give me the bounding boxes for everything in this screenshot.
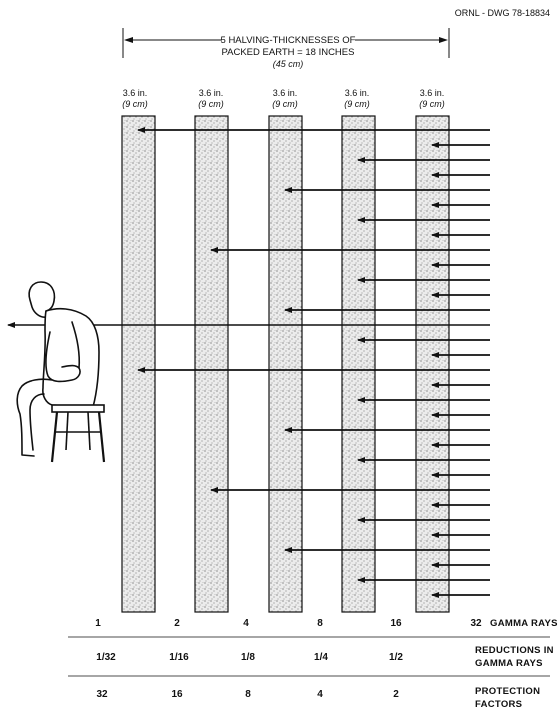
earth-layers bbox=[121, 115, 450, 613]
gamma-count-1: 1 bbox=[95, 618, 101, 629]
stool bbox=[50, 404, 106, 463]
header-line2: PACKED EARTH = 18 INCHES bbox=[222, 47, 355, 58]
layer-1-thickness-in: 3.6 in. bbox=[123, 88, 148, 98]
reductions-label-2: GAMMA RAYS bbox=[475, 658, 543, 669]
layer-3-thickness-cm: (9 cm) bbox=[272, 99, 298, 109]
protection-label-1: PROTECTION bbox=[475, 686, 540, 697]
gamma-count-5: 16 bbox=[390, 618, 402, 629]
earth-layer-3 bbox=[268, 115, 303, 613]
person-head bbox=[28, 281, 56, 318]
layer-5-thickness-in: 3.6 in. bbox=[420, 88, 445, 98]
person-arm-contour bbox=[71, 321, 81, 369]
reduction-2: 1/16 bbox=[169, 652, 189, 663]
protection-2: 16 bbox=[171, 689, 183, 700]
protection-5: 2 bbox=[393, 689, 399, 700]
earth-layer-1 bbox=[121, 115, 156, 613]
gamma-rays-row: 1 2 4 8 16 32 GAMMA RAYS bbox=[95, 618, 558, 629]
drawing-id: ORNL - DWG 78-18834 bbox=[455, 8, 550, 18]
reduction-1: 1/32 bbox=[96, 652, 116, 663]
earth-layer-4 bbox=[341, 115, 376, 613]
gamma-count-2: 2 bbox=[174, 618, 180, 629]
layer-1-thickness-cm: (9 cm) bbox=[122, 99, 148, 109]
person-arm bbox=[45, 331, 81, 383]
person-figure bbox=[16, 281, 100, 457]
person-legs bbox=[16, 378, 53, 457]
reductions-row: 1/32 1/16 1/8 1/4 1/2 REDUCTIONS IN GAMM… bbox=[96, 645, 554, 669]
protection-label-2: FACTORS bbox=[475, 699, 522, 710]
earth-layer-2 bbox=[194, 115, 229, 613]
reduction-3: 1/8 bbox=[241, 652, 255, 663]
layer-5-thickness-cm: (9 cm) bbox=[419, 99, 445, 109]
protection-factors-row: 32 16 8 4 2 PROTECTION FACTORS bbox=[96, 686, 540, 710]
person-body bbox=[42, 307, 100, 408]
layer-3-thickness-in: 3.6 in. bbox=[273, 88, 298, 98]
gamma-ray-arrows bbox=[7, 127, 490, 598]
layer-4-thickness-in: 3.6 in. bbox=[345, 88, 370, 98]
protection-1: 32 bbox=[96, 689, 108, 700]
earth-layer-5 bbox=[415, 115, 450, 613]
reduction-5: 1/2 bbox=[389, 652, 403, 663]
layer-2-thickness-cm: (9 cm) bbox=[198, 99, 224, 109]
dimension-arrow-right bbox=[439, 37, 448, 43]
stool-seat bbox=[51, 404, 105, 413]
header-line3: (45 cm) bbox=[273, 59, 304, 69]
header-line1: 5 HALVING-THICKNESSES OF bbox=[221, 35, 356, 46]
layer-4-thickness-cm: (9 cm) bbox=[344, 99, 370, 109]
gamma-count-incoming: 32 bbox=[470, 618, 482, 629]
protection-3: 8 bbox=[245, 689, 251, 700]
reduction-4: 1/4 bbox=[314, 652, 328, 663]
dimension-arrow-left bbox=[124, 37, 133, 43]
layer-2-thickness-in: 3.6 in. bbox=[199, 88, 224, 98]
gamma-count-3: 4 bbox=[243, 618, 249, 629]
reductions-label-1: REDUCTIONS IN bbox=[475, 645, 554, 656]
layer-thickness-labels: 3.6 in. (9 cm) 3.6 in. (9 cm) 3.6 in. (9… bbox=[122, 88, 445, 109]
gamma-count-4: 8 bbox=[317, 618, 323, 629]
gamma-rays-label: GAMMA RAYS bbox=[490, 618, 558, 629]
protection-4: 4 bbox=[317, 689, 323, 700]
